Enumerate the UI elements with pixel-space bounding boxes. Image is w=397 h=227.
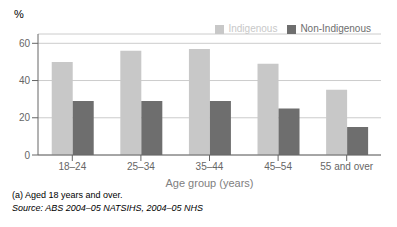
svg-text:35–44: 35–44: [196, 161, 224, 172]
svg-text:45–54: 45–54: [264, 161, 292, 172]
svg-text:60: 60: [19, 38, 31, 49]
html-text:(a) Aged 18 years and over.: (a) Aged 18 years and over.: [12, 190, 123, 200]
html-text:Source: ABS 2004–05 NATSIHS, 2: Source: ABS 2004–05 NATSIHS, 2004–05 NHS: [12, 203, 204, 213]
svg-text:25–34: 25–34: [127, 161, 155, 172]
svg-text:Age group (years): Age group (years): [165, 177, 253, 189]
svg-text:18–24: 18–24: [58, 161, 86, 172]
html-text:Indigenous: Indigenous: [228, 23, 278, 34]
html-text:Non-Indigenous: Non-Indigenous: [300, 23, 371, 34]
svg-text:20: 20: [19, 112, 31, 123]
svg-text:0: 0: [24, 150, 30, 161]
svg-text:40: 40: [19, 75, 31, 86]
svg-text:55 and over: 55 and over: [320, 161, 373, 172]
